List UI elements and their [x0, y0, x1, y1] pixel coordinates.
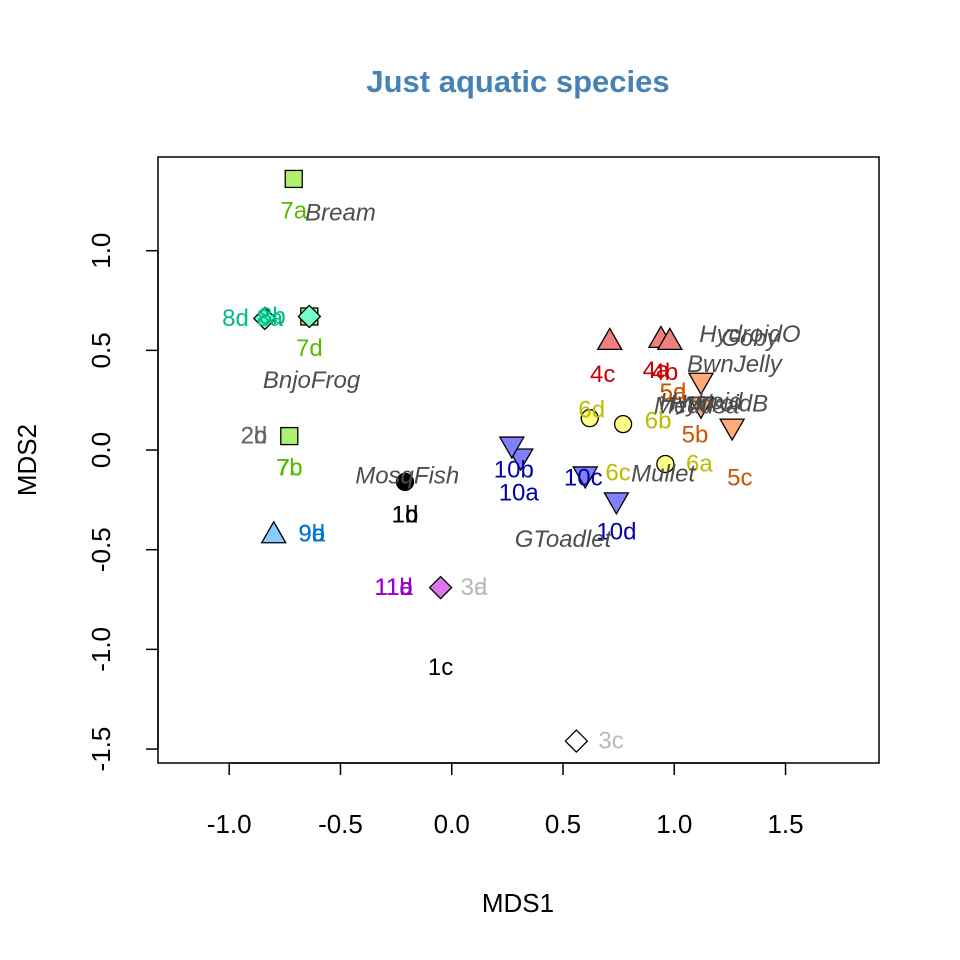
x-tick-label: 1.5	[767, 809, 803, 839]
species-label: Hydroid	[660, 389, 743, 416]
site-label: 6d	[578, 397, 605, 424]
x-tick-label: -0.5	[318, 809, 363, 839]
site-label: 2d	[241, 423, 268, 450]
site-label: 9a	[298, 520, 325, 547]
site-label: 1b	[392, 501, 419, 528]
y-tick-label: 0.5	[86, 332, 116, 368]
site-point	[498, 436, 525, 460]
species-label: BwnJelly	[687, 351, 784, 378]
site-label: 4a	[643, 357, 670, 384]
site-point	[580, 408, 599, 428]
site-label: 6b	[645, 408, 672, 435]
site-label: 10c	[564, 464, 603, 491]
site-label: 6a	[686, 450, 713, 477]
site-label: 8b	[259, 303, 286, 330]
species-label: HydroidO	[699, 321, 800, 348]
y-tick-label: -0.5	[86, 527, 116, 572]
site-point	[687, 372, 715, 396]
species-label: Mullet	[631, 460, 696, 487]
x-axis: -1.0 -0.5 0.0 0.5 1.0 1.5	[207, 762, 804, 839]
chart-title: Just aquatic species	[366, 64, 669, 99]
site-point	[395, 472, 415, 492]
site-label: 10d	[596, 518, 636, 545]
species-label: Bream	[305, 199, 376, 226]
x-tick-label: 0.0	[434, 809, 470, 839]
site-point	[596, 327, 623, 351]
site-label: 4c	[590, 361, 615, 388]
y-axis-label: MDS2	[12, 424, 42, 496]
site-label: 10b	[494, 457, 534, 484]
y-tick-label: 1.0	[86, 233, 116, 269]
x-tick-label: 1.0	[656, 809, 692, 839]
y-tick-label: 0.0	[86, 432, 116, 468]
site-label: 7a	[280, 197, 307, 224]
site-point	[252, 306, 277, 331]
site-point	[656, 327, 683, 351]
y-tick-label: -1.0	[86, 627, 116, 672]
site-label: 6c	[605, 460, 630, 487]
site-point	[260, 520, 287, 544]
site-label: 10a	[499, 480, 540, 507]
site-label: 8d	[222, 305, 249, 332]
site-point	[687, 396, 715, 420]
y-tick-label: -1.5	[86, 727, 116, 772]
species-label: HydroidB	[669, 391, 768, 418]
site-label: 3a	[461, 574, 488, 601]
site-label: 3d	[461, 574, 488, 601]
site-point	[297, 304, 322, 329]
site-label: 11b	[374, 574, 412, 601]
site-label: 3c	[598, 728, 623, 755]
site-label: 7d	[296, 335, 323, 362]
y-axis: -1.5 -1.0 -0.5 0.0 0.5 1.0	[86, 233, 159, 772]
x-tick-label: 0.5	[545, 809, 581, 839]
species-label: Medusa	[654, 393, 739, 420]
site-label: 5c	[727, 465, 752, 492]
site-label: 9d	[298, 520, 325, 547]
site-label: 9b	[298, 520, 325, 547]
site-label: 7c	[277, 455, 302, 482]
site-label: 8a	[256, 305, 283, 332]
site-label: 1c	[428, 654, 453, 681]
x-tick-label: -1.0	[207, 809, 252, 839]
site-label: 5d	[660, 379, 687, 406]
site-point	[280, 426, 299, 446]
species-label: MosqFish	[355, 462, 459, 489]
x-axis-label: MDS1	[482, 888, 554, 918]
species-labels: Bream BnjoFrog MosqFish GToadlet Mullet BwnJe…	[263, 199, 801, 553]
site-label: 5b	[682, 422, 709, 449]
site-label: 7b	[276, 455, 303, 482]
species-label: BnjoFrog	[263, 367, 361, 394]
site-point	[564, 729, 589, 753]
species-label: GToadlet	[515, 526, 613, 553]
site-point	[603, 492, 630, 516]
species-label: Goby	[721, 325, 780, 352]
site-point	[656, 454, 675, 474]
site-point	[428, 575, 453, 600]
site-label: 2b	[241, 423, 268, 450]
site-label: 1d	[392, 501, 419, 528]
site-label: 11d	[374, 574, 412, 601]
site-point	[719, 418, 746, 442]
site-label: 4b	[651, 359, 678, 386]
site-point	[284, 169, 303, 189]
site-point	[572, 466, 599, 490]
site-label: 5a	[660, 379, 687, 406]
site-markers	[252, 169, 746, 753]
site-label: 11a	[374, 574, 413, 601]
site-point	[613, 414, 633, 434]
